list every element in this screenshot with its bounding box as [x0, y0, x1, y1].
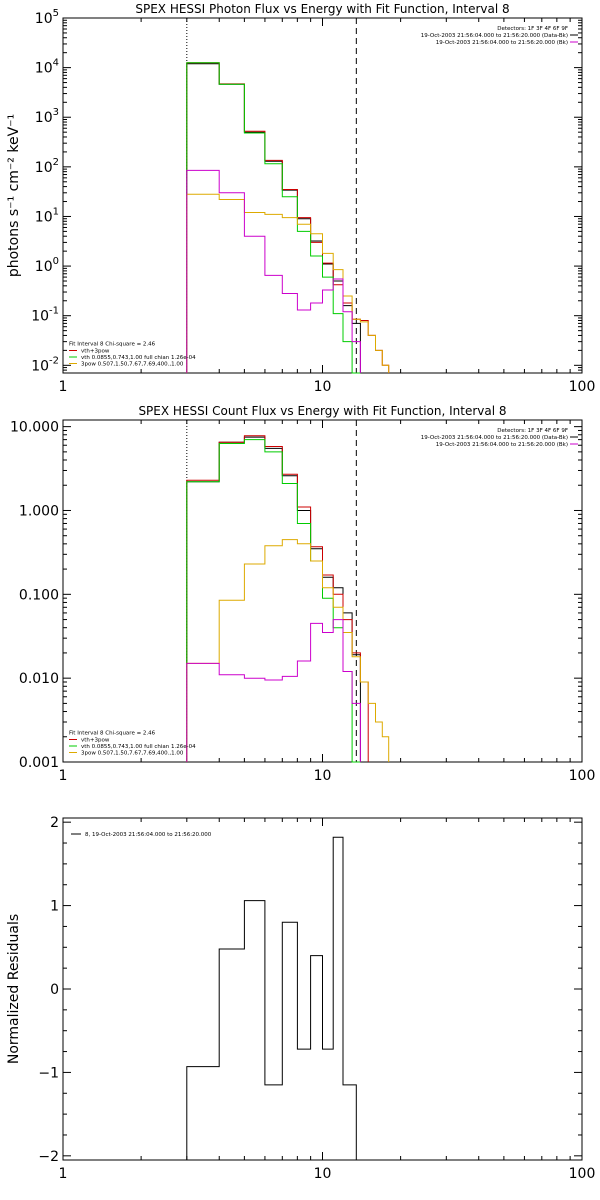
legend-bl-label: vth 0.0855,0.743,1.00 full chian 1.26e-0…	[81, 744, 196, 750]
y-axis-label: photons s⁻¹ cm⁻² keV⁻¹	[6, 114, 22, 277]
chart-2: SPEX HESSI Count Flux vs Energy with Fit…	[10, 404, 595, 784]
legend-tr-line: 19-Oct-2003 21:56:04.000 to 21:56:20.000…	[436, 40, 568, 46]
legend-tr-line: Detectors: 1F 3F 4F 6F 9F	[497, 26, 568, 32]
y-tick-label: 2	[50, 815, 59, 831]
y-tick-mantissa: 10	[35, 209, 53, 225]
legend-bl-label: vth 0.0855,0.743,1.00 full chian 1.26e-0…	[81, 355, 196, 361]
y-tick-exponent: 3	[53, 107, 59, 118]
legend-bl-title: Fit Interval 8 Chi-square = 2.46	[69, 731, 156, 737]
y-tick-label: 1	[50, 899, 59, 915]
y-tick-label: 10.000	[10, 420, 59, 436]
series-vth	[186, 439, 361, 763]
y-tick-exponent: 2	[53, 157, 59, 168]
y-tick-exponent: 1	[53, 206, 59, 217]
series-3pow	[186, 193, 390, 373]
x-tick-label: 100	[569, 379, 596, 395]
legend-bl-title: Fit Interval 8 Chi-square = 2.46	[69, 342, 156, 348]
y-tick-label: 100	[35, 256, 59, 275]
y-tick-label: 10-2	[31, 355, 59, 374]
series-3pow	[186, 539, 390, 762]
y-tick-label: 104	[35, 58, 59, 77]
legend-bl-label: vth+3pow	[81, 738, 110, 744]
x-tick-label: 10	[314, 379, 332, 395]
legend-bl-label: vth+3pow	[81, 349, 110, 355]
y-tick-label: 0.001	[19, 755, 59, 771]
series-vth-3pow	[186, 435, 369, 762]
legend-bl-label: 3pow 0.507,1.50,7.67,7.69,400.,1.00	[81, 362, 184, 368]
x-tick-label: 100	[569, 1166, 596, 1182]
series-data-bk	[186, 63, 361, 373]
y-tick-label: 0.100	[19, 587, 59, 603]
y-tick-label: 10-1	[31, 306, 59, 325]
y-tick-exponent: 5	[53, 8, 59, 19]
legend-tr-line: Detectors: 1F 3F 4F 6F 9F	[497, 428, 568, 434]
series-bk	[186, 169, 361, 373]
chart-title: SPEX HESSI Count Flux vs Energy with Fit…	[138, 404, 506, 418]
y-tick-label: 0.010	[19, 671, 59, 687]
legend-tr-line: 19-Oct-2003 21:56:04.000 to 21:56:20.000…	[421, 435, 568, 441]
y-tick-mantissa: 10	[35, 110, 53, 126]
series-residuals	[186, 836, 357, 1160]
plot-frame	[62, 17, 583, 374]
y-tick-label: −1	[38, 1065, 59, 1081]
y-tick-label: 105	[35, 8, 59, 27]
y-tick-mantissa: 10	[35, 160, 53, 176]
y-tick-label: 1.000	[19, 503, 59, 519]
y-tick-mantissa: 10	[31, 309, 49, 325]
y-tick-label: 101	[35, 206, 59, 225]
chart-title: SPEX HESSI Photon Flux vs Energy with Fi…	[135, 2, 509, 16]
y-tick-exponent: -2	[49, 355, 59, 366]
y-axis-label: Normalized Residuals	[6, 914, 22, 1064]
x-tick-label: 1	[59, 768, 68, 784]
y-tick-label: 0	[50, 982, 59, 998]
legend-tr-line: 19-Oct-2003 21:56:04.000 to 21:56:20.000…	[436, 442, 568, 448]
y-tick-label: 102	[35, 157, 59, 176]
y-tick-exponent: 0	[53, 256, 59, 267]
legend-tl-label: 8, 19-Oct-2003 21:56:04.000 to 21:56:20.…	[85, 832, 212, 838]
x-tick-label: 1	[59, 1166, 68, 1182]
y-tick-mantissa: 10	[35, 259, 53, 275]
series-vth	[186, 62, 361, 374]
x-tick-label: 1	[59, 379, 68, 395]
series-bk	[186, 619, 361, 762]
y-tick-exponent: -1	[49, 306, 59, 317]
legend-bl-label: 3pow 0.507,1.50,7.67,7.69,400.,1.00	[81, 751, 184, 757]
y-tick-mantissa: 10	[35, 11, 53, 27]
legend-tr-line: 19-Oct-2003 21:56:04.000 to 21:56:20.000…	[421, 33, 568, 39]
x-tick-label: 10	[314, 768, 332, 784]
y-tick-exponent: 4	[53, 58, 59, 69]
x-tick-label: 100	[569, 768, 596, 784]
x-tick-label: 10	[314, 1166, 332, 1182]
y-tick-mantissa: 10	[35, 61, 53, 77]
y-tick-label: −2	[38, 1149, 59, 1165]
series-data-bk	[186, 436, 361, 762]
chart-1: SPEX HESSI Photon Flux vs Energy with Fi…	[6, 2, 595, 395]
y-tick-label: 103	[35, 107, 59, 126]
y-tick-mantissa: 10	[31, 358, 49, 374]
